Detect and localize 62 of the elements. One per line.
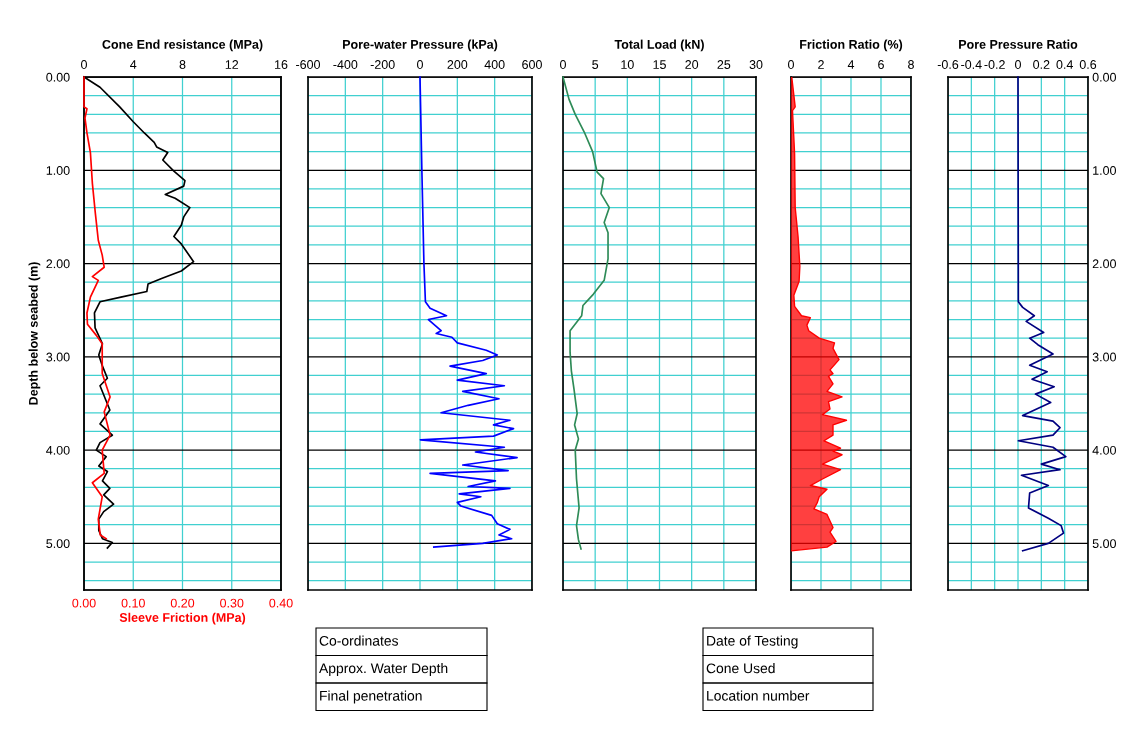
x-tick-label: 0 (81, 60, 87, 69)
text: Location number (707, 690, 810, 701)
y-tick-label: 5.00 (46, 539, 70, 549)
x-tick-label: 8 (908, 60, 914, 69)
text: Date of Testing (707, 635, 798, 649)
y-tick-label: 5.00 (1092, 539, 1117, 549)
x-tick-label: 2 (818, 60, 824, 69)
x-tick-label: 8 (179, 60, 186, 69)
x-tick-label: -400 (333, 60, 358, 69)
y-tick-label: 0.00 (1092, 72, 1117, 82)
line-series (1017, 76, 1067, 552)
y-tick-label: 4.00 (46, 445, 70, 455)
x-tick-label: 0 (560, 60, 566, 69)
x-tick-label: 0 (1015, 60, 1021, 69)
x-tick-label: -0.4 (961, 60, 982, 69)
x-tick-label: 0 (417, 60, 423, 69)
x-tick-label: 4 (847, 60, 855, 69)
x-tick-label: -0.6 (937, 60, 959, 69)
y-tick-label: 2.00 (1092, 259, 1117, 269)
x-axis-title: Pore-water Pressure (kPa) (343, 39, 498, 52)
x-tick-label: -600 (296, 60, 321, 69)
x-tick-label: 0.4 (1056, 60, 1073, 69)
y-tick-label: 3.00 (1092, 352, 1117, 362)
x-axis-title: Cone End resistance (MPa) (102, 39, 263, 52)
text: Approx. Water Depth (319, 663, 448, 676)
y-tick-label: 2.00 (46, 259, 70, 269)
x-tick-label: 6 (878, 60, 884, 69)
x-tick-label: 0 (788, 60, 794, 69)
y-tick-label: 1.00 (1093, 166, 1117, 175)
x-tick-label: 30 (749, 60, 763, 69)
x-tick-label: 4 (130, 60, 137, 69)
text: Co-ordinates (319, 635, 399, 646)
x-tick-label: 5 (592, 60, 599, 69)
x-tick-label: 0.6 (1079, 60, 1097, 69)
x-tick-label: 16 (275, 60, 288, 69)
x2-axis-title: Sleeve Friction (MPa) (119, 612, 246, 625)
y-tick-label: 4.00 (1092, 445, 1117, 455)
y-tick-label: 3.00 (46, 352, 70, 362)
x-tick-label: 600 (522, 60, 542, 69)
x-tick-label: 400 (484, 60, 505, 69)
y-tick-label: 0.00 (46, 72, 70, 82)
y-axis-title: Depth below seabed (m) (28, 262, 41, 405)
x2-tick-label: 0.00 (72, 598, 96, 608)
y-tick-label: 1.00 (46, 166, 70, 175)
x-tick-label: 200 (447, 60, 468, 69)
x-tick-label: 15 (653, 60, 666, 69)
x2-tick-label: 0.40 (269, 598, 293, 608)
text: Cone Used (706, 663, 775, 674)
x-axis-title: Total Load (kN) (614, 39, 704, 52)
x-axis-title: Friction Ratio (%) (800, 39, 903, 52)
x-tick-label: 20 (685, 60, 699, 69)
x-axis-title: Pore Pressure Ratio (959, 39, 1078, 49)
text: Final penetration (320, 690, 422, 704)
x-tick-label: 0.2 (1033, 60, 1050, 69)
x-tick-label: 25 (717, 60, 731, 69)
x-tick-label: 12 (225, 60, 239, 69)
x2-tick-label: 0.10 (121, 598, 145, 608)
x-tick-label: 10 (621, 60, 634, 69)
x2-tick-label: 0.30 (220, 598, 244, 608)
x-tick-label: -200 (370, 60, 395, 69)
x-tick-label: -0.2 (984, 60, 1005, 69)
x2-tick-label: 0.20 (170, 598, 195, 608)
